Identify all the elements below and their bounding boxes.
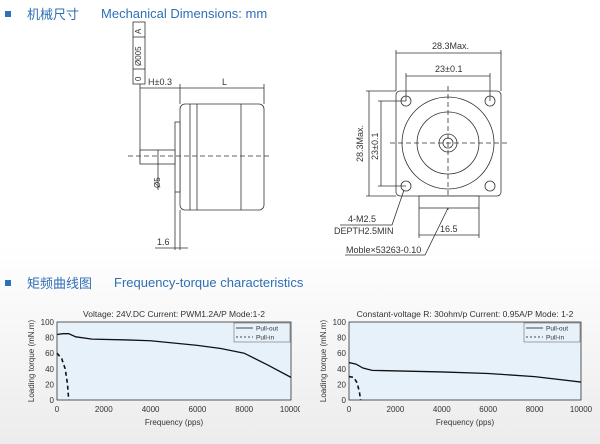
y-tick-label: 40 (337, 365, 346, 374)
x-axis-label: Frequency (pps) (145, 418, 204, 427)
hole-pitch: 23±0.1 (435, 64, 462, 74)
h-dimension: H±0.3 (148, 77, 172, 87)
x-tick-label: 8000 (235, 405, 253, 414)
y-tick-label: 0 (342, 396, 347, 405)
section-heading-mechanical: 机械尺寸 Mechanical Dimensions: mm (5, 4, 267, 23)
y-tick-label: 0 (50, 396, 55, 405)
x-tick-label: 0 (55, 405, 60, 414)
connector-width: 16.5 (440, 224, 458, 234)
tolerance-1: Ø005 (134, 46, 143, 66)
y-tick-label: 100 (41, 318, 55, 327)
height-max: 28.3Max. (355, 125, 365, 162)
chart-title: Voltage: 24V.DC Current: PWM1.2A/P Mode:… (83, 309, 265, 319)
y-axis-label: Loading torque (mN.m) (27, 320, 36, 403)
x-tick-label: 10000 (280, 405, 300, 414)
y-tick-label: 40 (45, 365, 54, 374)
series-pull-out (348, 361, 582, 383)
torque-chart-2: Constant-voltage R: 30ohm/p Current: 0.9… (319, 309, 593, 427)
legend-label: Pull-out (546, 326, 568, 333)
legend-label: Pull-out (256, 326, 278, 333)
x-tick-label: 8000 (526, 405, 544, 414)
y-tick-label: 60 (337, 349, 346, 358)
connector-spec: Moble×53263-0.10 (346, 245, 421, 255)
legend-label: Pull-in (546, 335, 564, 342)
series-pull-out (56, 333, 292, 378)
x-tick-label: 4000 (433, 405, 451, 414)
l-dimension: L (222, 77, 227, 87)
series-pull-in (348, 375, 362, 401)
x-tick-label: 6000 (479, 405, 497, 414)
x-tick-label: 10000 (570, 405, 593, 414)
section-heading-frequency: 矩频曲线图 Frequency-torque characteristics (5, 273, 303, 292)
heading-cn: 矩频曲线图 (27, 276, 93, 291)
y-axis-label: Loading torque (mN.m) (319, 320, 328, 403)
series-pull-in (56, 352, 70, 401)
plot-area (348, 321, 582, 401)
legend-label: Pull-in (256, 335, 274, 342)
x-tick-label: 2000 (95, 405, 113, 414)
y-tick-label: 100 (333, 318, 347, 327)
bullet-icon (5, 279, 11, 286)
flange-thickness: 1.6 (157, 237, 170, 247)
width-max: 28.3Max. (432, 41, 469, 51)
hole-pitch-vertical: 23±0.1 (370, 133, 380, 160)
tolerance-0: 0 (134, 76, 143, 81)
chart-title: Constant-voltage R: 30ohm/p Current: 0.9… (357, 309, 574, 319)
heading-en: Mechanical Dimensions: mm (101, 6, 268, 21)
x-tick-label: 4000 (142, 405, 160, 414)
bullet-icon (5, 10, 11, 17)
y-tick-label: 80 (337, 334, 346, 343)
y-tick-label: 20 (45, 380, 54, 389)
mounting-holes: 4-M2.5 (348, 214, 376, 224)
legend-box (233, 322, 291, 343)
x-tick-label: 2000 (387, 405, 405, 414)
heading-cn: 机械尺寸 (27, 7, 80, 22)
shaft-diameter: Ø5 (153, 177, 162, 188)
y-tick-label: 80 (45, 334, 54, 343)
tolerance-2: A (134, 28, 143, 34)
torque-chart-1: Voltage: 24V.DC Current: PWM1.2A/P Mode:… (27, 309, 300, 427)
x-tick-label: 0 (347, 405, 352, 414)
x-tick-label: 6000 (189, 405, 207, 414)
mechanical-drawing: 0 Ø005 A H±0.3 L Ø5 1.6 28.3Max. 23±0.1 … (128, 21, 510, 256)
y-tick-label: 20 (337, 380, 346, 389)
hole-depth: DEPTH2.5MIN (334, 226, 394, 236)
x-axis-label: Frequency (pps) (436, 418, 495, 427)
y-tick-label: 60 (45, 349, 54, 358)
heading-en: Frequency-torque characteristics (114, 275, 304, 290)
legend-box (523, 322, 581, 343)
plot-area (56, 321, 292, 401)
